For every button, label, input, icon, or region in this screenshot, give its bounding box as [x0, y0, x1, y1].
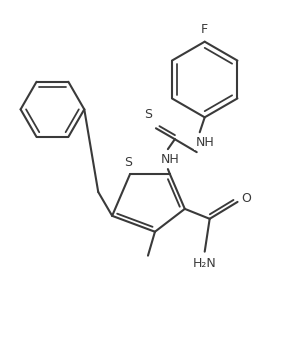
- Text: H₂N: H₂N: [193, 257, 217, 270]
- Text: S: S: [144, 108, 152, 121]
- Text: F: F: [201, 23, 208, 36]
- Text: O: O: [242, 193, 251, 205]
- Text: NH: NH: [195, 136, 214, 149]
- Text: S: S: [124, 155, 132, 169]
- Text: NH: NH: [160, 153, 179, 166]
